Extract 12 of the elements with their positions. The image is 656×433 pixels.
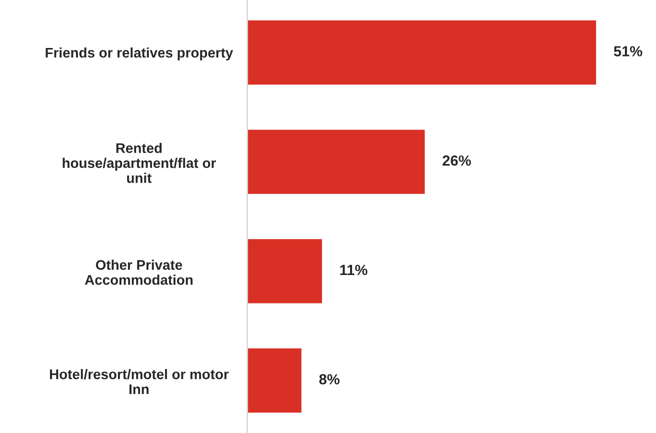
data-label: 51% bbox=[614, 46, 642, 56]
y-tick-label: Friends or relatives property bbox=[46, 47, 234, 60]
bar bbox=[247, 238, 324, 305]
bar bbox=[247, 347, 303, 414]
data-label: 11% bbox=[340, 264, 368, 276]
bar bbox=[247, 128, 426, 196]
bar bbox=[247, 18, 598, 86]
y-tick-label: Rented house/apartment/flat or unit bbox=[62, 142, 216, 183]
data-label: 26% bbox=[442, 155, 471, 166]
data-label: 8% bbox=[319, 374, 340, 384]
y-tick-label: Hotel/resort/motel or motor Inn bbox=[50, 369, 229, 394]
y-tick-label: Other Private Accommodation bbox=[84, 260, 193, 285]
